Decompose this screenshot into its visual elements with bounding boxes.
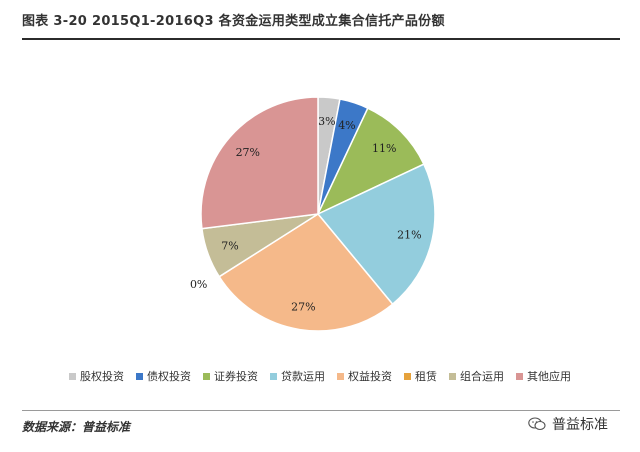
legend-item-1: 股权投资 — [69, 368, 124, 384]
pie-slice-8 — [200, 96, 319, 230]
slice-label-7: 7% — [221, 240, 238, 253]
legend-label-6: 租赁 — [415, 370, 437, 383]
legend-item-7: 组合运用 — [449, 368, 504, 384]
legend-swatch-2 — [136, 372, 143, 380]
legend-swatch-3 — [203, 372, 210, 380]
slice-label-3: 11% — [372, 142, 396, 155]
chart-title: 图表 3-20 2015Q1-2016Q3 各资金运用类型成立集合信托产品份额 — [22, 14, 445, 29]
brand-watermark: 普益标准 — [528, 414, 608, 434]
slice-label-8: 27% — [236, 146, 260, 159]
slice-label-1: 3% — [318, 115, 335, 128]
legend-item-2: 债权投资 — [136, 368, 191, 384]
brand-name: 普益标准 — [552, 417, 608, 433]
pie-slice-4 — [316, 163, 436, 306]
legend-item-5: 权益投资 — [337, 368, 392, 384]
legend-item-8: 其他应用 — [516, 368, 571, 384]
legend-swatch-4 — [270, 372, 277, 380]
pie-chart: 3% 4% 11% 21% 27% 0% 7% 27% — [190, 96, 436, 332]
slice-label-2: 4% — [338, 119, 355, 132]
slice-label-4: 21% — [397, 228, 421, 241]
slice-label-6: 0% — [190, 278, 207, 291]
legend-label-8: 其他应用 — [527, 370, 571, 383]
legend-label-5: 权益投资 — [348, 370, 392, 383]
legend-label-1: 股权投资 — [80, 370, 124, 383]
slice-label-5: 27% — [291, 300, 315, 313]
pie-labels: 3% 4% 11% 21% 27% 0% 7% 27% — [190, 115, 422, 314]
legend-label-7: 组合运用 — [460, 370, 504, 383]
legend-label-2: 债权投资 — [147, 370, 191, 383]
title-divider — [22, 38, 620, 40]
pie-slices — [200, 96, 436, 332]
legend-item-3: 证券投资 — [203, 368, 258, 384]
pie-slice-3 — [316, 107, 425, 216]
legend-swatch-5 — [337, 372, 344, 380]
pie-slice-5 — [218, 213, 394, 332]
data-source: 数据来源：普益标准 — [22, 420, 131, 434]
footer-divider — [22, 410, 620, 411]
chat-bubble-icon — [528, 417, 546, 431]
legend-swatch-8 — [516, 372, 523, 380]
legend-swatch-7 — [449, 372, 456, 380]
legend-label-4: 贷款运用 — [281, 370, 325, 383]
legend-label-3: 证券投资 — [214, 370, 258, 383]
legend-swatch-1 — [69, 372, 76, 380]
chart-legend: 股权投资 债权投资 证券投资 贷款运用 权益投资 租赁 组合运用 其他应用 — [40, 366, 600, 386]
legend-swatch-6 — [404, 372, 411, 380]
legend-item-6: 租赁 — [404, 368, 437, 384]
legend-item-4: 贷款运用 — [270, 368, 325, 384]
